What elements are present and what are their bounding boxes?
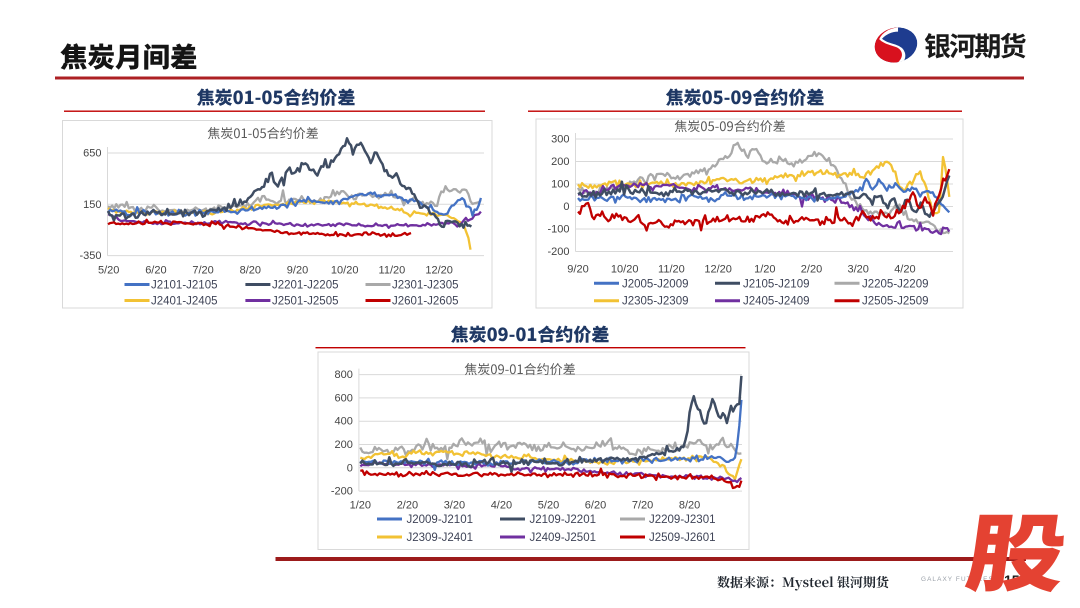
svg-text:9/20: 9/20 (287, 265, 308, 277)
svg-text:8/20: 8/20 (240, 265, 261, 277)
svg-text:1/20: 1/20 (754, 264, 775, 276)
svg-text:J2101-J2105: J2101-J2105 (151, 280, 218, 292)
svg-text:12/20: 12/20 (425, 265, 453, 277)
svg-text:6/20: 6/20 (585, 500, 606, 512)
svg-text:J2301-J2305: J2301-J2305 (392, 280, 459, 292)
svg-text:J2401-J2405: J2401-J2405 (151, 296, 218, 308)
svg-text:J2305-J2309: J2305-J2309 (622, 296, 689, 308)
svg-text:10/20: 10/20 (611, 264, 639, 276)
svg-text:J2205-J2209: J2205-J2209 (862, 278, 929, 290)
svg-text:8/20: 8/20 (679, 500, 700, 512)
svg-text:100: 100 (551, 179, 569, 191)
svg-text:7/20: 7/20 (192, 265, 213, 277)
svg-text:J2409-J2501: J2409-J2501 (530, 532, 597, 544)
svg-text:150: 150 (83, 199, 101, 211)
svg-text:2/20: 2/20 (801, 264, 822, 276)
svg-text:7/20: 7/20 (632, 500, 653, 512)
svg-text:-200: -200 (331, 486, 353, 498)
svg-text:5/20: 5/20 (538, 500, 559, 512)
svg-text:-350: -350 (79, 250, 101, 262)
svg-text:800: 800 (335, 369, 353, 381)
svg-text:J2209-J2301: J2209-J2301 (649, 514, 716, 526)
svg-text:J2405-J2409: J2405-J2409 (743, 296, 810, 308)
svg-text:-200: -200 (547, 246, 569, 258)
svg-text:J2201-J2205: J2201-J2205 (272, 280, 339, 292)
svg-text:400: 400 (335, 416, 353, 428)
svg-text:11/20: 11/20 (379, 265, 406, 277)
svg-text:200: 200 (551, 156, 569, 168)
svg-text:0: 0 (347, 462, 353, 474)
svg-text:650: 650 (83, 148, 101, 160)
svg-text:J2105-J2109: J2105-J2109 (743, 278, 810, 290)
svg-text:J2309-J2401: J2309-J2401 (407, 532, 474, 544)
svg-text:9/20: 9/20 (567, 264, 588, 276)
svg-text:1/20: 1/20 (350, 500, 371, 512)
svg-text:2/20: 2/20 (397, 500, 418, 512)
svg-text:J2601-J2605: J2601-J2605 (392, 296, 459, 308)
svg-text:12/20: 12/20 (704, 264, 732, 276)
svg-text:3/20: 3/20 (444, 500, 465, 512)
svg-text:J2109-J2201: J2109-J2201 (530, 514, 597, 526)
svg-text:10/20: 10/20 (331, 265, 359, 277)
svg-text:200: 200 (335, 439, 353, 451)
svg-text:3/20: 3/20 (847, 264, 868, 276)
svg-text:J2509-J2601: J2509-J2601 (649, 532, 716, 544)
svg-text:300: 300 (551, 134, 569, 146)
svg-text:J2501-J2505: J2501-J2505 (272, 296, 339, 308)
svg-text:J2009-J2101: J2009-J2101 (407, 514, 474, 526)
svg-text:4/20: 4/20 (894, 264, 915, 276)
svg-text:5/20: 5/20 (98, 265, 119, 277)
svg-text:4/20: 4/20 (491, 500, 512, 512)
svg-text:11/20: 11/20 (658, 264, 685, 276)
svg-text:600: 600 (335, 392, 353, 404)
svg-text:J2005-J2009: J2005-J2009 (622, 278, 689, 290)
svg-text:GALAXY FUTURES: GALAXY FUTURES (921, 576, 994, 583)
svg-text:0: 0 (563, 201, 569, 213)
svg-text:-100: -100 (547, 224, 569, 236)
svg-text:6/20: 6/20 (145, 265, 166, 277)
svg-text:J2505-J2509: J2505-J2509 (862, 296, 929, 308)
